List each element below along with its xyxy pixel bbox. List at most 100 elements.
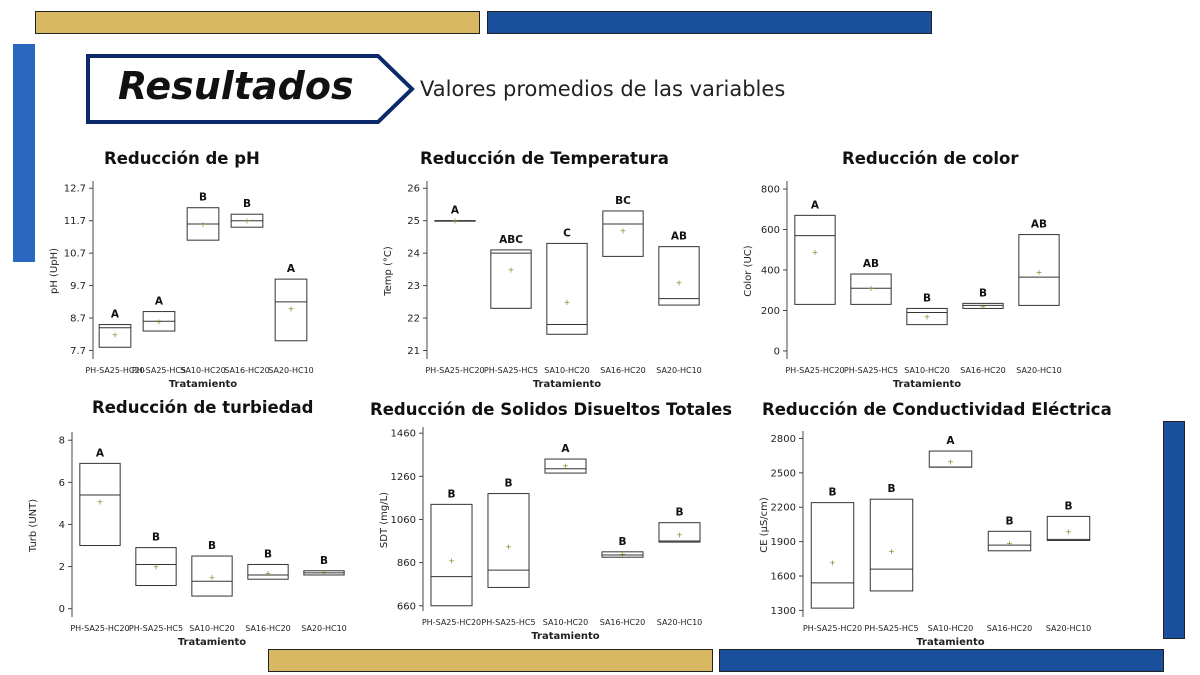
x-axis-label: Tratamiento (916, 637, 984, 648)
y-axis-label: SDT (mg/L) (379, 492, 390, 548)
mean-marker: + (676, 278, 683, 287)
group-label: A (946, 435, 955, 447)
x-tick-label: SA10-HC20 (904, 366, 950, 375)
top-gold-bar (35, 11, 480, 34)
chart-sdt-plot: 660 860 1060 1260 1460 SDT (mg/L) + B PH-SA25-HC… (379, 427, 702, 642)
bottom-blue-bar (719, 649, 1164, 672)
group-label: B (504, 478, 512, 490)
group-label: B (320, 555, 328, 567)
chart-title: Reducción de Temperatura (420, 149, 669, 168)
slide-subtitle: Valores promedios de las variables (420, 77, 786, 101)
x-tick-label: PH-SA25-HC20 (85, 366, 144, 375)
mean-marker: + (924, 313, 931, 322)
group-label: B (618, 536, 626, 548)
box (247, 563, 289, 580)
group-label: A (155, 296, 164, 308)
group-label: B (675, 507, 683, 519)
y-tick-label: 1260 (391, 472, 416, 483)
chart-temperature: Reducción de Temperatura 21 22 23 24 25 26 Tem… (383, 145, 725, 390)
mean-marker: + (1036, 268, 1043, 277)
x-tick-label: SA20-HC10 (301, 624, 347, 633)
group-label: AB (863, 258, 879, 270)
group-label: B (1064, 500, 1072, 512)
y-tick-label: 200 (761, 306, 780, 317)
group-label: B (979, 287, 987, 299)
y-axis-label: CE (µS/cm) (759, 497, 770, 553)
y-axis-label: pH (UpH) (49, 248, 60, 294)
box (1046, 515, 1091, 541)
x-tick-label: PH-SA25-HC20 (70, 624, 129, 633)
x-tick-label: SA16-HC20 (987, 624, 1033, 633)
chart-title: Reducción de pH (104, 149, 260, 168)
box (601, 551, 644, 558)
box (658, 246, 700, 306)
mean-marker: + (562, 462, 569, 471)
y-tick-label: 9.7 (70, 281, 86, 292)
x-tick-label: SA10-HC20 (543, 618, 589, 627)
box (487, 493, 530, 588)
x-tick-label: PH-SA25-HC20 (422, 618, 481, 627)
mean-marker: + (288, 304, 295, 313)
box (987, 530, 1032, 552)
group-label: B (243, 198, 251, 210)
group-label: B (887, 483, 895, 495)
x-tick-label: SA16-HC20 (600, 366, 646, 375)
chart-title: Reducción de Conductividad Eléctrica (762, 400, 1112, 419)
y-tick-label: 25 (407, 216, 420, 227)
y-tick-label: 10.7 (64, 249, 86, 260)
y-tick-label: 22 (407, 314, 420, 325)
group-label: A (451, 205, 460, 217)
group-label: B (152, 532, 160, 544)
x-tick-label: SA20-HC10 (1046, 624, 1092, 633)
group-label: C (563, 227, 571, 239)
box (906, 307, 948, 326)
chart-title: Reducción de turbiedad (92, 398, 314, 417)
x-tick-label: PH-SA25-HC5 (844, 366, 898, 375)
box (430, 503, 473, 607)
y-tick-label: 2200 (771, 503, 796, 514)
chart-conductivity: Reducción de Conductividad Eléctrica 130… (755, 393, 1155, 649)
box (191, 555, 233, 597)
mean-marker: + (947, 457, 954, 466)
group-label: B (264, 548, 272, 560)
y-tick-label: 8 (59, 436, 65, 447)
box (962, 302, 1004, 309)
box (135, 547, 177, 587)
chart-color: Reducción de color 0 200 400 600 800 Color (U… (743, 145, 1080, 390)
x-tick-label: PH-SA25-HC20 (425, 366, 484, 375)
y-tick-label: 23 (407, 281, 420, 292)
x-tick-label: PH-SA25-HC5 (481, 618, 535, 627)
box (490, 249, 532, 309)
group-label: ABC (499, 234, 523, 246)
mean-marker: + (321, 568, 328, 577)
x-tick-label: PH-SA25-HC20 (803, 624, 862, 633)
y-tick-label: 400 (761, 265, 780, 276)
x-axis-label: Tratamiento (178, 637, 246, 648)
mean-marker: + (153, 563, 160, 572)
y-tick-label: 21 (407, 346, 420, 357)
y-tick-label: 600 (761, 225, 780, 236)
box (274, 278, 308, 342)
group-label: BC (615, 195, 631, 207)
mean-marker: + (888, 547, 895, 556)
y-tick-label: 7.7 (70, 346, 86, 357)
y-tick-label: 24 (407, 249, 420, 260)
mean-marker: + (620, 226, 627, 235)
y-axis-label: Color (UC) (743, 245, 754, 296)
chart-title: Reducción de color (842, 149, 1019, 168)
chart-title: Reducción de Solidos Disueltos Totales (370, 400, 733, 419)
y-tick-label: 1900 (771, 537, 796, 548)
x-tick-label: PH-SA25-HC20 (785, 366, 844, 375)
y-tick-label: 2800 (771, 434, 796, 445)
mean-marker: + (868, 284, 875, 293)
x-tick-label: SA20-HC10 (656, 366, 702, 375)
y-tick-label: 11.7 (64, 216, 86, 227)
y-tick-label: 4 (59, 520, 65, 531)
chart-turbidity: Reducción de turbiedad 0 2 4 6 8 Turb (UNT) + A… (28, 393, 370, 648)
mean-marker: + (1065, 527, 1072, 536)
chart-ph-plot: 7.7 8.7 9.7 10.7 11.7 12.7 pH (UpH) + A PH-SA25-H… (49, 181, 314, 390)
mean-marker: + (244, 217, 251, 226)
mean-marker: + (564, 298, 571, 307)
